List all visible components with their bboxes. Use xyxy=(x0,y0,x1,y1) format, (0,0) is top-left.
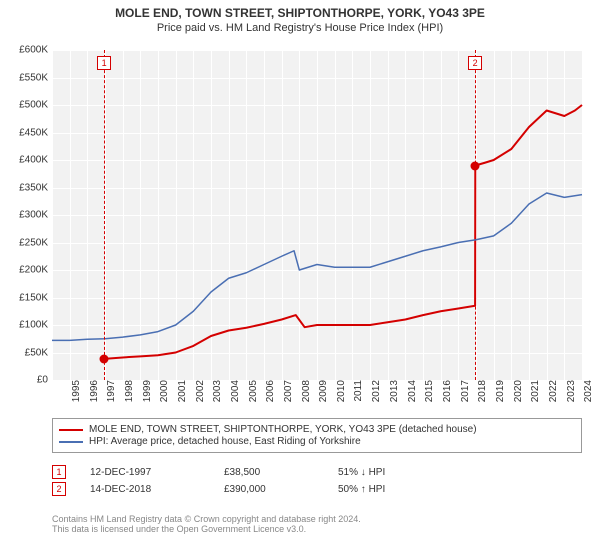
x-axis-tick-label: 2008 xyxy=(296,380,311,402)
gridline-vertical xyxy=(582,50,583,380)
chart-title: MOLE END, TOWN STREET, SHIPTONTHORPE, YO… xyxy=(0,6,600,20)
x-axis-tick-label: 2024 xyxy=(579,380,594,402)
sale-marker xyxy=(100,354,109,363)
y-axis-tick-label: £450K xyxy=(19,127,52,138)
y-axis-tick-label: £100K xyxy=(19,320,52,331)
x-axis-tick-label: 2004 xyxy=(226,380,241,402)
x-axis-tick-label: 2007 xyxy=(279,380,294,402)
legend-box: MOLE END, TOWN STREET, SHIPTONTHORPE, YO… xyxy=(52,418,582,453)
sale-marker xyxy=(471,161,480,170)
x-axis-tick-label: 2018 xyxy=(473,380,488,402)
x-axis-tick-label: 2023 xyxy=(561,380,576,402)
x-axis-tick-label: 2001 xyxy=(173,380,188,402)
sales-row-price: £38,500 xyxy=(224,467,314,478)
x-axis-tick-label: 1995 xyxy=(67,380,82,402)
y-axis-tick-label: £500K xyxy=(19,100,52,111)
legend-swatch xyxy=(59,441,83,443)
series-line-hpi xyxy=(52,193,582,340)
x-axis-tick-label: 2019 xyxy=(491,380,506,402)
series-line-price_paid xyxy=(104,105,582,359)
sale-vertical-line xyxy=(104,50,105,380)
sale-vertical-line xyxy=(475,50,476,380)
sales-row-delta: 50% ↑ HPI xyxy=(338,484,438,495)
y-axis-tick-label: £0 xyxy=(37,375,52,386)
sales-table: 1 12-DEC-1997 £38,500 51% ↓ HPI 2 14-DEC-2018… xyxy=(52,462,582,499)
sales-row-delta: 51% ↓ HPI xyxy=(338,467,438,478)
y-axis-tick-label: £150K xyxy=(19,292,52,303)
x-axis-tick-label: 2010 xyxy=(332,380,347,402)
x-axis-tick-label: 1997 xyxy=(102,380,117,402)
x-axis-tick-label: 2011 xyxy=(349,380,364,402)
x-axis-tick-label: 2012 xyxy=(367,380,382,402)
title-block: MOLE END, TOWN STREET, SHIPTONTHORPE, YO… xyxy=(0,0,600,34)
legend-label: HPI: Average price, detached house, East… xyxy=(89,436,361,447)
x-axis-tick-label: 2006 xyxy=(261,380,276,402)
x-axis-tick-label: 2020 xyxy=(508,380,523,402)
x-axis-tick-label: 2017 xyxy=(455,380,470,402)
footer-line-2: This data is licensed under the Open Gov… xyxy=(52,524,582,534)
chart-container: MOLE END, TOWN STREET, SHIPTONTHORPE, YO… xyxy=(0,0,600,560)
sales-row-flag: 1 xyxy=(52,465,66,479)
sales-table-row: 2 14-DEC-2018 £390,000 50% ↑ HPI xyxy=(52,482,582,496)
x-axis-tick-label: 2005 xyxy=(243,380,258,402)
legend-label: MOLE END, TOWN STREET, SHIPTONTHORPE, YO… xyxy=(89,424,477,435)
x-axis-tick-label: 1998 xyxy=(120,380,135,402)
x-axis-tick-label: 2009 xyxy=(314,380,329,402)
legend-row: HPI: Average price, detached house, East… xyxy=(59,436,575,447)
x-axis-tick-label: 2022 xyxy=(544,380,559,402)
x-axis-tick-label: 1996 xyxy=(84,380,99,402)
x-axis-tick-label: 2014 xyxy=(402,380,417,402)
y-axis-tick-label: £50K xyxy=(25,347,52,358)
x-axis-tick-label: 2013 xyxy=(385,380,400,402)
y-axis-tick-label: £550K xyxy=(19,72,52,83)
sale-flag: 2 xyxy=(468,56,482,70)
legend-row: MOLE END, TOWN STREET, SHIPTONTHORPE, YO… xyxy=(59,424,575,435)
legend-swatch xyxy=(59,429,83,431)
chart-area: £0£50K£100K£150K£200K£250K£300K£350K£400… xyxy=(52,50,582,380)
y-axis-tick-label: £300K xyxy=(19,210,52,221)
y-axis-tick-label: £200K xyxy=(19,265,52,276)
sale-flag: 1 xyxy=(97,56,111,70)
footer-attribution: Contains HM Land Registry data © Crown c… xyxy=(52,514,582,534)
x-axis-tick-label: 2003 xyxy=(208,380,223,402)
y-axis-tick-label: £250K xyxy=(19,237,52,248)
x-axis-tick-label: 2021 xyxy=(526,380,541,402)
y-axis-tick-label: £350K xyxy=(19,182,52,193)
x-axis-tick-label: 2000 xyxy=(155,380,170,402)
footer-line-1: Contains HM Land Registry data © Crown c… xyxy=(52,514,582,524)
chart-svg xyxy=(52,50,582,380)
x-axis-tick-label: 2016 xyxy=(438,380,453,402)
sales-row-date: 14-DEC-2018 xyxy=(90,484,200,495)
sales-row-flag: 2 xyxy=(52,482,66,496)
sales-table-row: 1 12-DEC-1997 £38,500 51% ↓ HPI xyxy=(52,465,582,479)
x-axis-tick-label: 2015 xyxy=(420,380,435,402)
chart-subtitle: Price paid vs. HM Land Registry's House … xyxy=(0,22,600,34)
x-axis-tick-label: 1999 xyxy=(137,380,152,402)
y-axis-tick-label: £600K xyxy=(19,45,52,56)
sales-row-price: £390,000 xyxy=(224,484,314,495)
x-axis-tick-label: 2002 xyxy=(190,380,205,402)
sales-row-date: 12-DEC-1997 xyxy=(90,467,200,478)
y-axis-tick-label: £400K xyxy=(19,155,52,166)
